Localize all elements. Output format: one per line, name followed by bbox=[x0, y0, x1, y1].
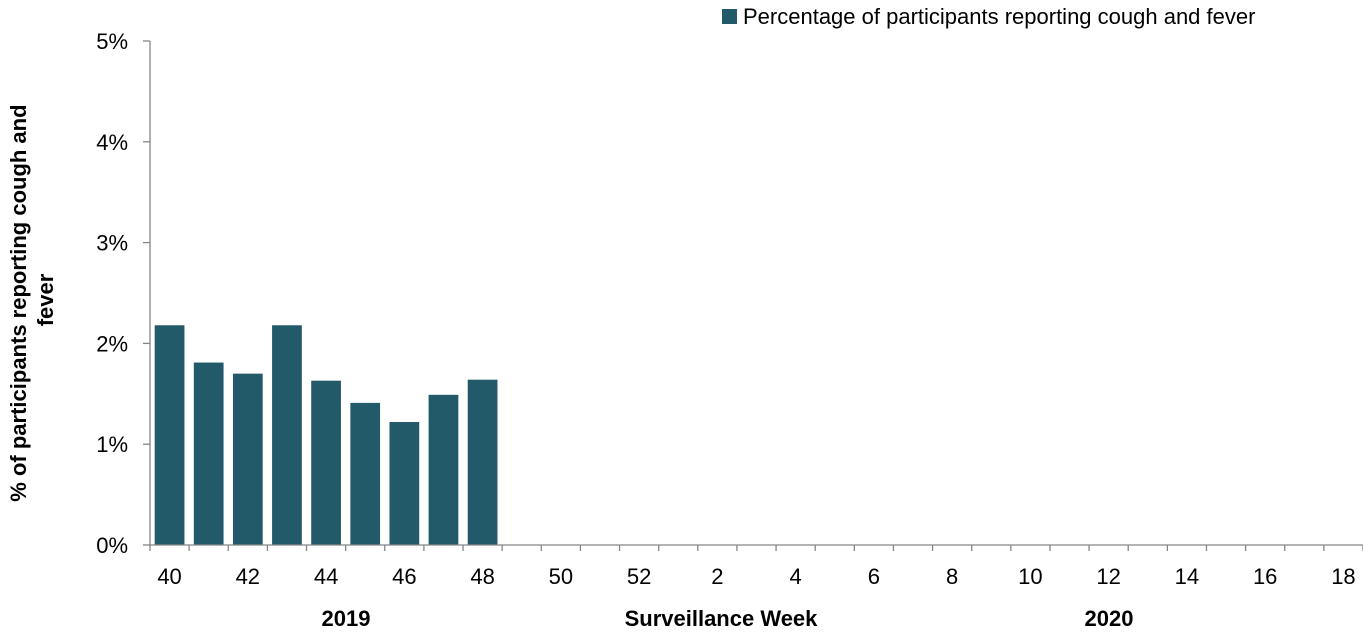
legend-swatch bbox=[722, 9, 737, 24]
y-tick-labels: 0% 1% 2% 3% 4% 5% bbox=[96, 29, 128, 558]
y-tick-label: 5% bbox=[96, 29, 128, 54]
bar-series bbox=[154, 325, 498, 545]
bar-week-43 bbox=[272, 325, 302, 545]
bar-week-44 bbox=[311, 380, 341, 545]
y-tick-label: 0% bbox=[96, 533, 128, 558]
x-tick-label: 16 bbox=[1253, 564, 1277, 589]
bar-week-40 bbox=[154, 325, 185, 545]
y-tick-label: 3% bbox=[96, 231, 128, 256]
x-tick-label: 2 bbox=[711, 564, 723, 589]
x-tick-label: 4 bbox=[790, 564, 802, 589]
y-axis-title: % of participants reporting cough and fe… bbox=[6, 98, 58, 501]
y-tick-label: 4% bbox=[96, 130, 128, 155]
legend: Percentage of participants reporting cou… bbox=[722, 4, 1255, 29]
axes bbox=[143, 40, 1363, 551]
bar-week-42 bbox=[232, 373, 263, 545]
x-tick-label: 52 bbox=[627, 564, 651, 589]
year-label-2020: 2020 bbox=[1085, 606, 1134, 631]
bar-week-41 bbox=[193, 362, 224, 545]
x-tick-label: 6 bbox=[868, 564, 880, 589]
x-tick-labels: 40 42 44 46 48 50 52 2 4 6 8 10 12 14 16 18 bbox=[157, 564, 1355, 589]
y-tick-label: 1% bbox=[96, 432, 128, 457]
bar-week-47 bbox=[428, 394, 459, 545]
bar-week-45 bbox=[350, 402, 381, 545]
y-tick-label: 2% bbox=[96, 331, 128, 356]
x-axis-title: Surveillance Week bbox=[625, 606, 819, 631]
x-tick-label: 18 bbox=[1331, 564, 1355, 589]
bar-week-46 bbox=[389, 422, 420, 545]
legend-label: Percentage of participants reporting cou… bbox=[743, 4, 1255, 29]
x-tick-label: 48 bbox=[470, 564, 494, 589]
x-tick-label: 14 bbox=[1175, 564, 1199, 589]
x-tick-label: 50 bbox=[549, 564, 573, 589]
x-tick-label: 46 bbox=[392, 564, 416, 589]
x-tick-label: 44 bbox=[314, 564, 338, 589]
x-tick-label: 40 bbox=[157, 564, 181, 589]
x-tick-label: 10 bbox=[1018, 564, 1042, 589]
year-label-2019: 2019 bbox=[322, 606, 371, 631]
x-tick-label: 12 bbox=[1096, 564, 1120, 589]
x-tick-label: 8 bbox=[946, 564, 958, 589]
x-tick-label: 42 bbox=[236, 564, 260, 589]
bar-week-48 bbox=[467, 379, 498, 545]
